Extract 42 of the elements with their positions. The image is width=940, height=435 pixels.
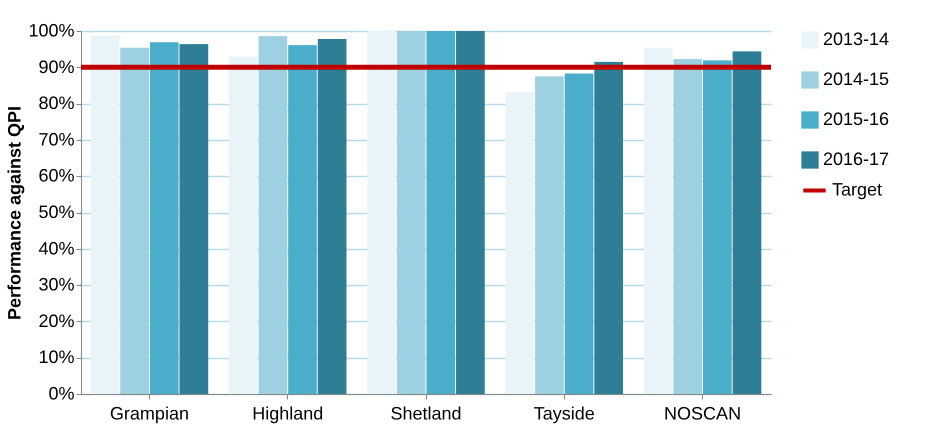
legend-label: 2013-14 — [823, 29, 890, 49]
bar — [644, 48, 673, 394]
legend-label: 2016-17 — [823, 149, 890, 169]
x-tick-label: Grampian — [110, 404, 189, 424]
bar — [396, 31, 426, 394]
y-tick-label: 80% — [38, 93, 74, 114]
x-tick-label: Shetland — [390, 404, 462, 424]
x-tick-label: NOSCAN — [664, 404, 742, 424]
y-tick-label: 100% — [28, 20, 74, 40]
y-tick-label: 70% — [38, 129, 74, 150]
bar — [318, 38, 346, 394]
bar — [506, 92, 534, 394]
bar — [179, 44, 208, 394]
bar — [702, 60, 732, 394]
x-tick-label: Highland — [252, 404, 324, 424]
bar — [673, 58, 702, 394]
y-tick-label: 30% — [38, 274, 74, 295]
bar — [535, 76, 564, 394]
x-tick-label: Tayside — [534, 404, 595, 424]
legend-label: 2014-15 — [823, 69, 890, 89]
bar — [456, 31, 485, 394]
y-tick-label: 90% — [38, 56, 74, 77]
bar — [564, 73, 594, 394]
bar — [150, 42, 179, 394]
bar — [426, 31, 456, 394]
bar — [120, 48, 150, 394]
y-tick-label: 10% — [38, 347, 74, 368]
legend-label: Target — [832, 180, 882, 200]
y-tick-label: 40% — [38, 238, 74, 258]
y-tick-label: 20% — [38, 310, 74, 331]
bar — [90, 36, 120, 394]
bar — [288, 45, 317, 394]
bar — [228, 56, 258, 394]
y-axis-title: Performance against QPI — [4, 106, 24, 320]
y-tick-label: 0% — [48, 384, 74, 404]
bar — [367, 31, 396, 394]
y-tick-label: 60% — [38, 166, 74, 186]
bar — [594, 62, 624, 394]
y-tick-label: 50% — [38, 202, 74, 222]
bar — [732, 51, 762, 394]
bar — [258, 36, 288, 394]
legend-label: 2015-16 — [823, 109, 890, 129]
